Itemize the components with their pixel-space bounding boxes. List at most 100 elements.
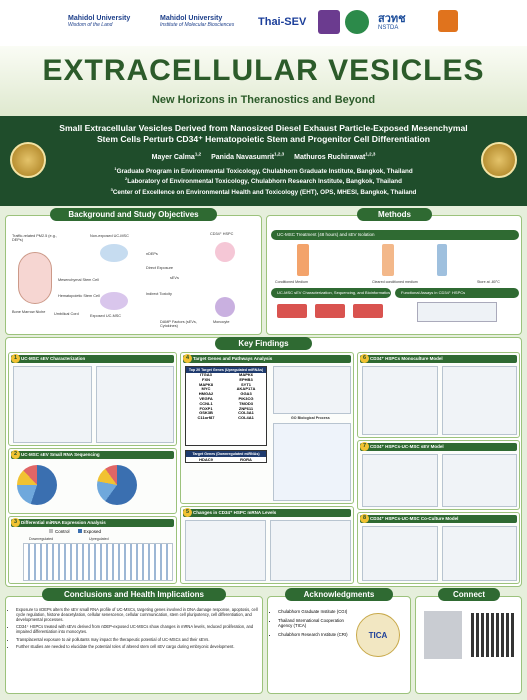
section-heading: Connect xyxy=(438,588,500,601)
finding-panel: CD34⁺ HSPCs-UC-MSC Co-Culture Model 8 xyxy=(357,512,520,584)
author-affil: 1,2,3 xyxy=(274,152,285,157)
author-affil: 1,2,3 xyxy=(365,152,376,157)
seal xyxy=(10,142,46,178)
panel-title: CD34⁺ HSPCs-UC-MSC sEV Model xyxy=(360,443,517,451)
affil-text: Graduate Program in Environmental Toxico… xyxy=(116,168,413,176)
author: Mayer Calma1,2 xyxy=(152,152,202,161)
logo-icon xyxy=(318,10,340,34)
panel-figure xyxy=(13,366,92,443)
tube xyxy=(297,244,309,276)
method-icon xyxy=(353,304,383,318)
author-name: Panida Navasumrit xyxy=(211,154,275,162)
gene: GGA3 xyxy=(240,391,252,397)
panel-figure xyxy=(95,366,174,443)
author-name: Mathuros Ruchirawat xyxy=(294,154,366,162)
paper-title: Small Extracellular Vesicles Derived fro… xyxy=(59,123,468,144)
gene: FOXP1 xyxy=(199,405,213,411)
method-label: Cleared conditioned medium xyxy=(372,280,418,284)
diagram-label: Bone Marrow Niche xyxy=(12,310,46,314)
connect-box xyxy=(415,596,522,694)
method-icon xyxy=(277,304,307,318)
gene-table: Target Genes (Downregulated miRNAs) HDAC9… xyxy=(185,450,267,463)
affil-num: 3 xyxy=(110,186,113,192)
regulation-label: Upregulated xyxy=(89,537,109,541)
gene: COL3A1 xyxy=(238,410,254,416)
panel-title: Differential miRNA Expression Analysis xyxy=(11,519,174,527)
gene-table-title: Target Genes (Downregulated miRNAs) xyxy=(186,451,266,457)
gene-table: Top 20 Target Genes (Upregulated miRNAs)… xyxy=(185,366,267,446)
ack-item: Thailand International Cooperation Agenc… xyxy=(278,618,350,629)
method-figure xyxy=(417,302,497,322)
bar-figure xyxy=(23,543,173,581)
gene: VEGFA xyxy=(199,395,213,401)
section-heading: Acknowledgments xyxy=(285,588,393,601)
gene: SYT1 xyxy=(240,381,251,387)
finding-panel: Target Genes and Pathways Analysis 4 Top 2… xyxy=(180,352,354,504)
diagram-label: CD34⁺ HSPC xyxy=(210,232,234,236)
gene-grid: HDAC9 RORA xyxy=(186,457,266,462)
conclusion-bullet: CD34⁺ HSPCs treated with sEVs derived fr… xyxy=(16,624,260,634)
panel-figure xyxy=(441,366,517,435)
gene: CCNL1 xyxy=(199,400,213,406)
banner-title: EXTRACELLULAR VESICLES xyxy=(42,54,485,87)
logo: Mahidol University Wisdom of the Land xyxy=(68,6,130,38)
logo-name: สวทช xyxy=(378,12,406,25)
panel-number: 6 xyxy=(360,354,369,363)
diagram-label: Non-exposed UC-MSC xyxy=(90,234,129,238)
legend-swatch xyxy=(49,529,53,533)
panel-number: 4 xyxy=(183,354,192,363)
regulation-label: Downregulated xyxy=(29,537,54,541)
affiliation: 2Laboratory of Environmental Toxicology,… xyxy=(55,176,472,186)
panel-title: Target Genes and Pathways Analysis xyxy=(183,355,351,363)
ack-item: Chulabhorn Graduate Institute (CGI) xyxy=(278,609,350,615)
logo-tagline: Wisdom of the Land xyxy=(68,22,113,29)
panel-figure xyxy=(270,520,351,581)
gene: MAPK8 xyxy=(198,381,213,387)
diagram-label: Direct Exposure xyxy=(146,266,174,270)
legend-label: Exposed xyxy=(83,529,102,534)
finding-panel: Changes in CD34⁺ HSPC mRNA Levels 5 xyxy=(180,506,354,584)
gene: MYC xyxy=(201,386,211,392)
ack-list: Chulabhorn Graduate Institute (CGI) Thail… xyxy=(270,609,350,640)
affiliations: 1Graduate Program in Environmental Toxic… xyxy=(55,166,472,197)
background-diagram: Traffic-related PM2.5 (e.g., DEPs) Bone M… xyxy=(10,232,259,332)
panel-title: CD34⁺ HSPCs-UC-MSC Co-Culture Model xyxy=(360,515,517,523)
logo-name: Mahidol University xyxy=(160,15,223,23)
gene: PIK3CG xyxy=(238,395,254,401)
finding-panel: UC-MSC sEV Characterization 1 xyxy=(8,352,177,446)
donut xyxy=(97,465,137,505)
diagram-label: Mesenchymal Stem Cell xyxy=(58,278,99,282)
conclusions-box: Exposure to nDEPs alters the sEV small R… xyxy=(5,596,263,694)
gene: TMOD3 xyxy=(239,400,253,406)
seal xyxy=(481,142,517,178)
gene: MAPK6 xyxy=(238,372,253,377)
gene: GSK3B xyxy=(199,410,213,416)
panel-figure xyxy=(441,454,517,507)
section-heading: Conclusions and Health Implications xyxy=(42,588,226,601)
ack-logo: TICA xyxy=(356,613,400,657)
qr-code xyxy=(471,613,515,657)
gene: COL4A1 xyxy=(238,415,254,421)
section-heading: Methods xyxy=(357,208,432,221)
banner: EXTRACELLULAR VESICLES New Horizons in T… xyxy=(0,46,527,116)
section-heading: Background and Study Objectives xyxy=(50,208,217,221)
logo-tagline: NSTDA xyxy=(378,24,399,31)
panel-number: 3 xyxy=(11,518,20,527)
method-step: UC-MSC sEV Characterization, Sequencing,… xyxy=(271,288,391,298)
author: Panida Navasumrit1,2,3 xyxy=(211,152,285,162)
method-label: Store at -80°C xyxy=(477,280,500,284)
ack-item: Chulabhorn Research Institute (CRI) xyxy=(278,632,350,638)
author-affil: 1,2 xyxy=(194,152,202,157)
diagram-label: Exposed UC-MSC xyxy=(90,314,122,318)
conclusion-list: Exposure to nDEPs alters the sEV small R… xyxy=(8,607,260,651)
method-step: UC-MSC Treatment (48 hours) and sEV Isol… xyxy=(271,230,519,240)
gene: ZNF611 xyxy=(238,405,254,411)
diagram-label: DAMP Factors (sEVs, Cytokines) xyxy=(160,320,197,329)
logo-bar: Mahidol University Wisdom of the Land Mah… xyxy=(0,0,527,46)
diagram-label: sEVs xyxy=(170,276,179,280)
affil-num: 1 xyxy=(114,166,117,171)
panel-figure xyxy=(362,526,438,581)
gene-grid: ITGA3 MAPK6 FXN EPHB3 MAPK8 SYT1 MYC AKAP17A HMG… xyxy=(186,372,266,421)
legend-item: Control xyxy=(49,529,70,534)
